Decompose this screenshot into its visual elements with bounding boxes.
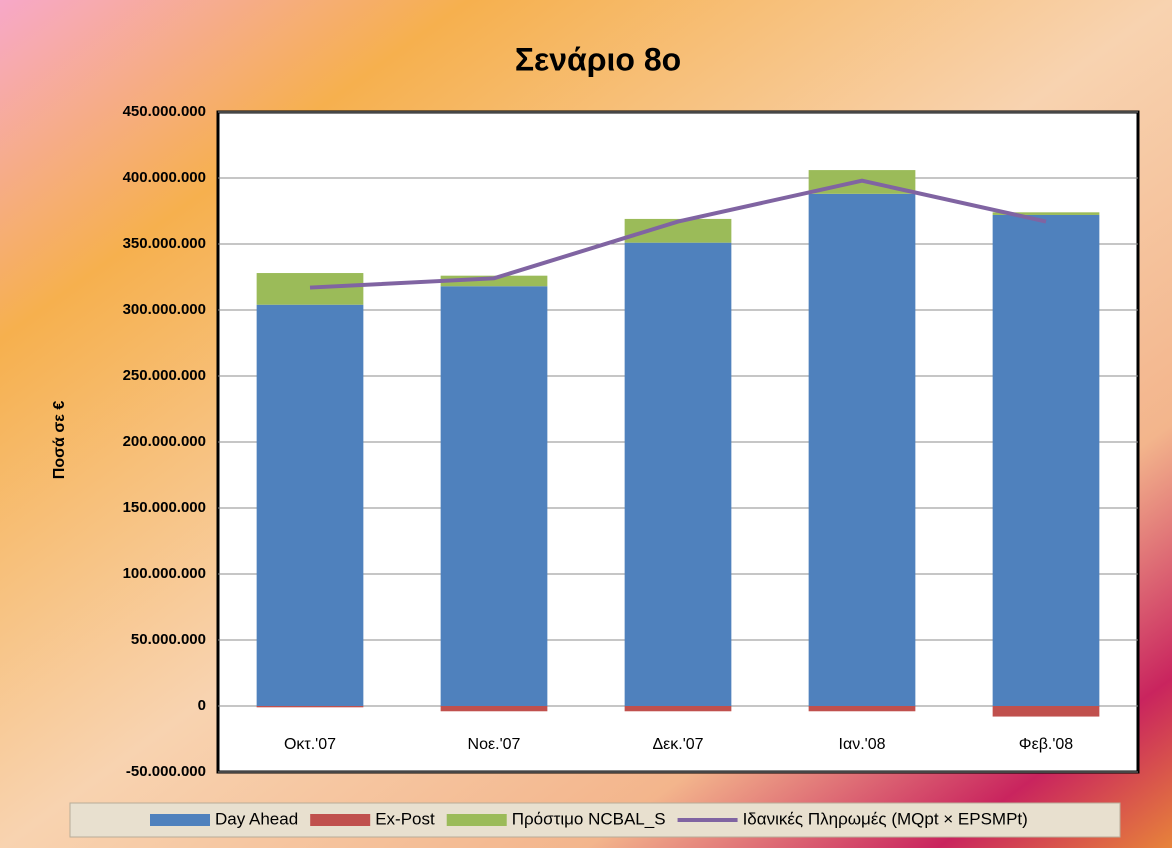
y-tick-label: 400.000.000 [123, 169, 206, 186]
bar-segment [624, 242, 732, 706]
y-tick-label: 50.000.000 [131, 631, 206, 648]
bar-segment [992, 706, 1100, 717]
bar-segment [992, 212, 1100, 215]
legend-label: Ιδανικές Πληρωμές (MQpt × EPSMPt) [743, 809, 1028, 828]
y-tick-label: -50.000.000 [126, 763, 206, 780]
bar-segment [624, 706, 732, 712]
y-tick-label: 100.000.000 [123, 565, 206, 582]
chart-title: Σενάριο 8ο [515, 41, 681, 77]
y-tick-label: 150.000.000 [123, 499, 206, 516]
legend-label: Day Ahead [215, 809, 298, 828]
legend-swatch [446, 814, 507, 826]
x-tick-label: Οκτ.'07 [284, 736, 336, 753]
x-tick-label: Ιαν.'08 [839, 736, 886, 753]
bar-segment [440, 286, 548, 706]
bar-segment [256, 706, 364, 708]
bar-segment [440, 275, 548, 287]
bar-segment [992, 214, 1100, 706]
legend-swatch [150, 814, 210, 826]
legend-label: Ex-Post [375, 809, 435, 828]
bar-segment [624, 218, 732, 243]
x-tick-label: Φεβ.'08 [1019, 736, 1074, 753]
y-tick-label: 450.000.000 [123, 103, 206, 120]
y-tick-label: 0 [198, 697, 206, 714]
bar-segment [440, 706, 548, 712]
y-axis-label: Ποσά σε € [51, 401, 68, 480]
legend-box [69, 802, 1121, 838]
y-tick-label: 200.000.000 [123, 433, 206, 450]
legend-label: Πρόστιμο NCBAL_S [512, 809, 666, 828]
line-series [309, 178, 1047, 290]
x-tick-label: Δεκ.'07 [652, 736, 703, 753]
y-tick-label: 300.000.000 [123, 301, 206, 318]
bar-segment [808, 706, 916, 712]
y-tick-label: 350.000.000 [123, 235, 206, 252]
bar-segment [256, 304, 364, 706]
bar-segment [808, 193, 916, 707]
bar-segment [256, 273, 364, 305]
legend-swatch [310, 814, 371, 826]
x-tick-label: Νοε.'07 [468, 736, 521, 753]
y-tick-label: 250.000.000 [123, 367, 206, 384]
